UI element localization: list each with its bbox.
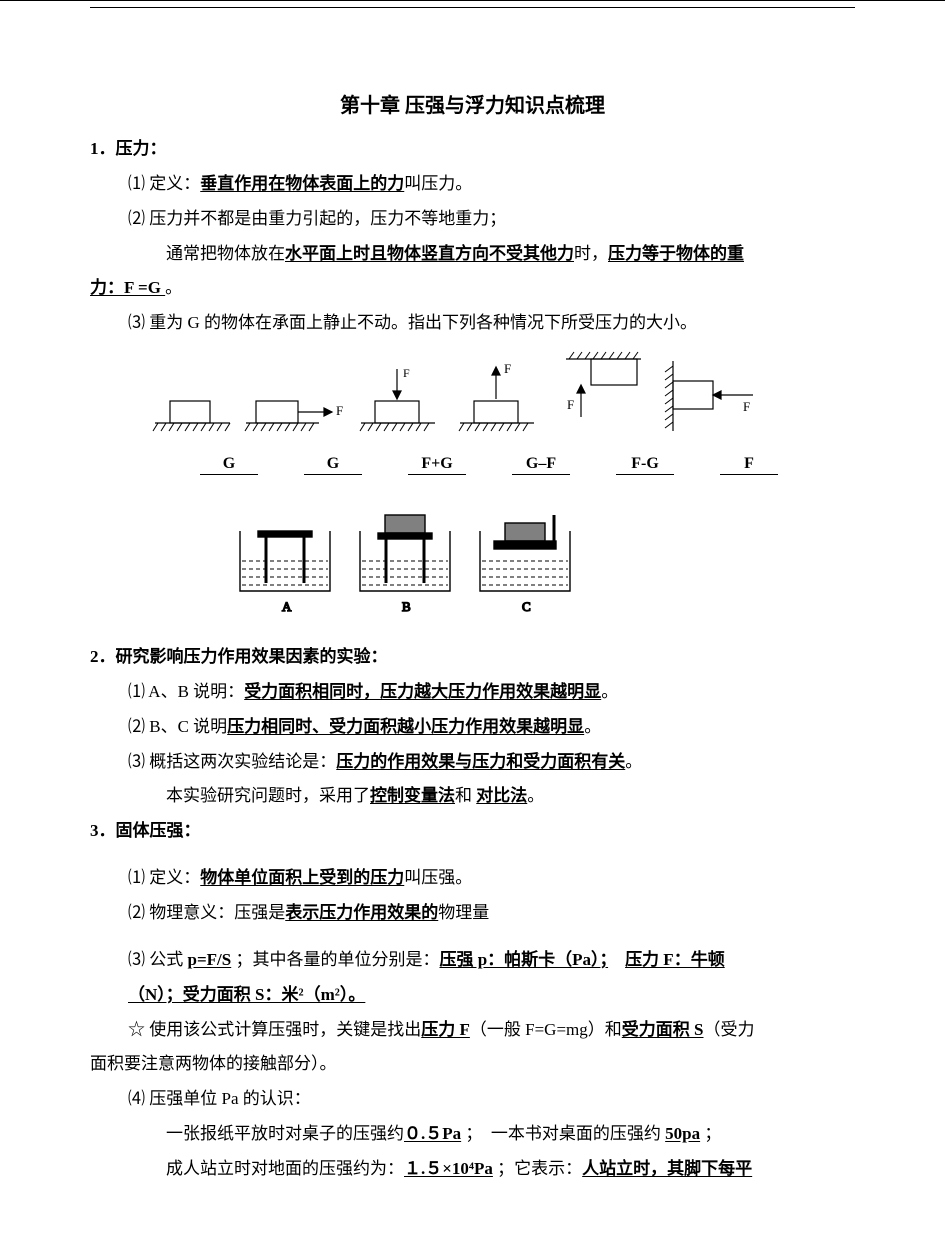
section-2-head: 2．研究影响压力作用效果因素的实验： [90, 640, 855, 675]
svg-text:B: B [402, 599, 411, 614]
s1-item-3: ⑶ 重为 G 的物体在承面上静止不动。指出下列各种情况下所受压力的大小。 [90, 306, 855, 341]
svg-text:C: C [522, 599, 531, 614]
text: 成人站立时对地面的压强约为： [166, 1159, 404, 1178]
underline: 受力面积 S [622, 1020, 704, 1039]
s3-item-4: ⑷ 压强单位 Pa 的认识： [90, 1082, 855, 1117]
s2-item-3: ⑶ 概括这两次实验结论是：压力的作用效果与压力和受力面积有关。 [90, 745, 855, 780]
text: 和 [455, 786, 476, 805]
underline: 压力 F [421, 1020, 470, 1039]
text: 时， [574, 244, 608, 263]
section-3-head: 3．固体压强： [90, 814, 855, 849]
text: ⑴ 定义： [128, 868, 200, 887]
s3-item-4b: 成人站立时对地面的压强约为：１.５×10⁴Pa ；它表示：人站立时，其脚下每平 [90, 1152, 855, 1187]
underline: 50pa [665, 1124, 700, 1143]
svg-text:A: A [282, 599, 292, 614]
answer-blank: F-G [616, 455, 674, 475]
answer-blank: F+G [408, 455, 466, 475]
section-1-head: 1．压力： [90, 132, 855, 167]
text: 。 [601, 682, 618, 701]
text: ⑵ 物理意义：压强是 [128, 903, 285, 922]
answer-blank: F [720, 455, 778, 475]
text: ；它表示： [493, 1159, 582, 1178]
s2-item-4: 本实验研究问题时，采用了控制变量法和 对比法。 [90, 779, 855, 814]
diagram-box-on-wall: F [655, 356, 765, 441]
diagram-box-on-ground [150, 371, 240, 441]
underline: 受力面积相同时，压力越大压力作用效果越明显 [244, 682, 601, 701]
underline-definition: 垂直作用在物体表面上的力 [200, 174, 404, 193]
text: 叫压力。 [404, 174, 472, 193]
answer-blank: G [304, 455, 362, 475]
s3-item-2: ⑵ 物理意义：压强是表示压力作用效果的物理量 [90, 896, 855, 931]
diagram-box-push-right: F [244, 371, 349, 441]
text: ；其中各量的单位分别是： [231, 950, 439, 969]
s3-star-line2: 面积要注意两物体的接触部分）。 [90, 1047, 855, 1082]
text: （一般 F=G=mg）和 [470, 1020, 622, 1039]
text: 。 [165, 278, 182, 297]
container-diagram-row: A B [230, 501, 855, 626]
s1-item-1: ⑴ 定义：垂直作用在物体表面上的力叫压力。 [90, 167, 855, 202]
answer-blank: G–F [512, 455, 570, 475]
text: （受力 [704, 1020, 755, 1039]
underline: 压强 p：帕斯卡（Pa）； [439, 950, 608, 969]
s1-item-2b: 通常把物体放在水平面上时且物体竖直方向不受其他力时，压力等于物体的重 [90, 237, 855, 272]
svg-text:F: F [336, 403, 343, 418]
spacer [90, 849, 855, 861]
document-page: 第十章 压强与浮力知识点梳理 1．压力： ⑴ 定义：垂直作用在物体表面上的力叫压… [0, 0, 945, 1227]
text [608, 950, 625, 969]
underline: 人站立时，其脚下每平 [582, 1159, 752, 1178]
page-title: 第十章 压强与浮力知识点梳理 [90, 89, 855, 118]
s2-item-1: ⑴ A、B 说明：受力面积相同时，压力越大压力作用效果越明显。 [90, 675, 855, 710]
underline: 压力等于物体的重 [608, 244, 744, 263]
s3-item-3-line1: ⑶ 公式 p=F/S ；其中各量的单位分别是：压强 p：帕斯卡（Pa）； 压力 … [90, 943, 855, 978]
diagram-box-force-down: F [353, 363, 448, 441]
text: ⑶ 公式 [128, 950, 188, 969]
underline: 力：F =G [90, 278, 165, 297]
answers-row: G G F+G G–F F-G F [200, 455, 855, 475]
text: ⑴ 定义： [128, 174, 200, 193]
text: 本实验研究问题时，采用了 [166, 786, 370, 805]
s2-item-2: ⑵ B、C 说明压力相同时、受力面积越小压力作用效果越明显。 [90, 710, 855, 745]
text: ⑵ B、C 说明 [128, 717, 227, 736]
text: 。 [527, 786, 544, 805]
answer-blank: G [200, 455, 258, 475]
text: ☆ 使用该公式计算压强时，关键是找出 [128, 1020, 421, 1039]
text: 物理量 [438, 903, 489, 922]
container-diagrams: A B [230, 501, 590, 621]
underline: 压力相同时、受力面积越小压力作用效果越明显 [227, 717, 584, 736]
svg-text:F: F [504, 363, 511, 376]
underline: 表示压力作用效果的 [285, 903, 438, 922]
svg-text:F: F [403, 366, 410, 380]
underline: １.５×10⁴Pa [404, 1159, 493, 1178]
underline: 对比法 [476, 786, 527, 805]
underline: 物体单位面积上受到的压力 [200, 868, 404, 887]
s1-item-2a: ⑵ 压力并不都是由重力引起的，压力不等地重力； [90, 202, 855, 237]
s3-star-line1: ☆ 使用该公式计算压强时，关键是找出压力 F（一般 F=G=mg）和受力面积 S… [90, 1013, 855, 1048]
underline: p=F/S [188, 950, 232, 969]
underline: ０.５Pa [404, 1124, 461, 1143]
diagram-box-force-up: F [452, 363, 547, 441]
text: 叫压强。 [404, 868, 472, 887]
underline: （N）；受力面积 S：米²（m²）。 [128, 985, 365, 1004]
underline: 压力 F：牛顿 [625, 950, 725, 969]
svg-text:F: F [567, 397, 574, 412]
underline: 控制变量法 [370, 786, 455, 805]
text: ； [700, 1124, 721, 1143]
s3-item-3-line2: （N）；受力面积 S：米²（m²）。 [90, 978, 855, 1013]
s3-item-1: ⑴ 定义：物体单位面积上受到的压力叫压强。 [90, 861, 855, 896]
svg-text:F: F [743, 399, 750, 414]
text: ； 一本书对桌面的压强约 [461, 1124, 665, 1143]
underline: 压力的作用效果与压力和受力面积有关 [336, 752, 625, 771]
text: ⑶ 概括这两次实验结论是： [128, 752, 336, 771]
s3-item-4a: 一张报纸平放时对桌子的压强约０.５Pa ； 一本书对桌面的压强约 50pa ； [90, 1117, 855, 1152]
text: 通常把物体放在 [166, 244, 285, 263]
text: 。 [584, 717, 601, 736]
text: 一张报纸平放时对桌子的压强约 [166, 1124, 404, 1143]
force-diagram-row: F F [150, 351, 855, 441]
underline: 水平面上时且物体竖直方向不受其他力 [285, 244, 574, 263]
diagram-box-under-ceiling: F [551, 351, 651, 441]
text: ⑴ A、B 说明： [128, 682, 244, 701]
spacer [90, 931, 855, 943]
s1-item-2c: 力：F =G 。 [90, 271, 855, 306]
text: 。 [625, 752, 642, 771]
